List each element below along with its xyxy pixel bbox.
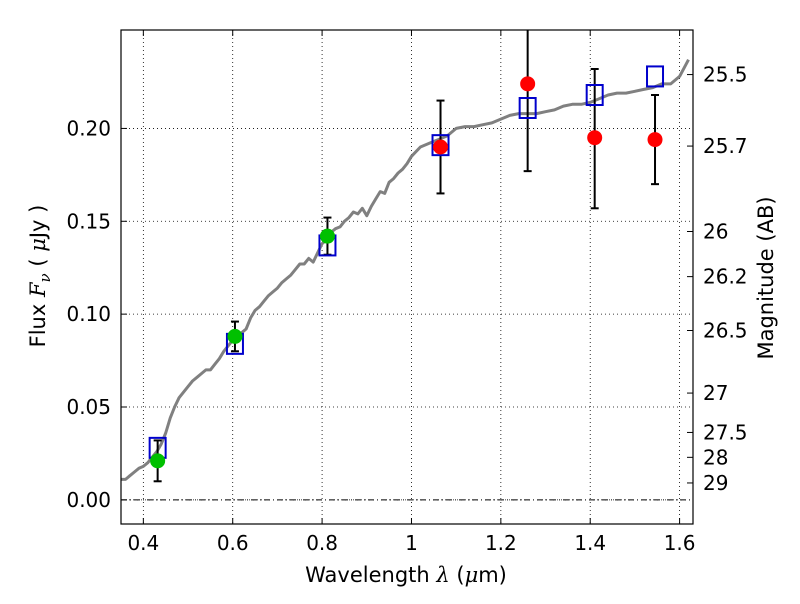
y-axis-label-prefix: Flux (26, 297, 50, 347)
tick-labels: 0.4 0.6 0.8 1 1.2 1.4 1.6 0.00 0.05 0.10 0.15 0.20 2… (66, 63, 747, 555)
x-tick-label: 1 (405, 531, 418, 555)
magnitude-tick-label: 26.5 (703, 318, 748, 342)
y-tick-label: 0.05 (66, 395, 111, 419)
y-axis-label-subscript: ν (36, 273, 54, 282)
magnitude-tick-label: 27.5 (703, 420, 748, 444)
magnitude-tick-label: 26 (703, 220, 728, 244)
y-axis-label-symbol: F (26, 281, 50, 298)
magnitude-tick-label: 28 (703, 445, 728, 469)
magnitude-tick-label: 25.5 (703, 63, 748, 87)
spectrum-layer (121, 58, 690, 481)
y-tick-label: 0.20 (66, 116, 111, 140)
magnitude-tick-label: 26.2 (703, 265, 748, 289)
x-tick-label: 0.6 (217, 531, 249, 555)
observed-point-marker (319, 228, 335, 244)
marker-layer (148, 65, 665, 469)
x-axis-label-unit-symbol: μ (465, 563, 479, 587)
x-axis-label-unit-open: ( (450, 563, 465, 587)
x-tick-label: 0.8 (306, 531, 338, 555)
y-tick-label: 0.00 (66, 488, 111, 512)
magnitude-axis-label: Magnitude (AB) (754, 196, 778, 359)
observed-point-marker (520, 76, 536, 92)
model-square-marker (646, 65, 665, 88)
grid (121, 30, 693, 524)
x-axis-label-prefix: Wavelength (305, 563, 436, 587)
x-tick-label: 1.4 (574, 531, 606, 555)
x-tick-label: 0.4 (127, 531, 159, 555)
model-square-marker (431, 134, 450, 157)
tick-marks (121, 30, 693, 524)
observed-point-marker (227, 328, 243, 344)
y-axis-label-open: ( (26, 252, 50, 274)
x-axis-label-symbol: λ (435, 563, 449, 587)
spectrum-line (121, 58, 690, 481)
magnitude-tick-label: 25.7 (703, 134, 748, 158)
y-tick-label: 0.10 (66, 302, 111, 326)
x-axis-label-unit: m) (478, 563, 507, 587)
y-axis-label-unit-symbol: μ (26, 238, 50, 252)
y-tick-label: 0.15 (66, 209, 111, 233)
observed-point-marker (647, 132, 663, 148)
observed-point-marker (587, 130, 603, 146)
model-square-marker (585, 84, 604, 106)
observed-point-marker (433, 139, 449, 155)
model-square-marker (518, 97, 537, 119)
y-axis-label-unit: Jy ) (26, 205, 50, 241)
x-tick-label: 1.6 (664, 531, 696, 555)
observed-point-marker (150, 453, 166, 469)
y-axis-label: Flux Fν ( μJy ) (26, 205, 54, 348)
x-tick-label: 1.2 (485, 531, 517, 555)
magnitude-tick-label: 29 (703, 471, 728, 495)
magnitude-tick-label: 27 (703, 381, 728, 405)
x-axis-label: Wavelength λ (μm) (305, 563, 507, 587)
